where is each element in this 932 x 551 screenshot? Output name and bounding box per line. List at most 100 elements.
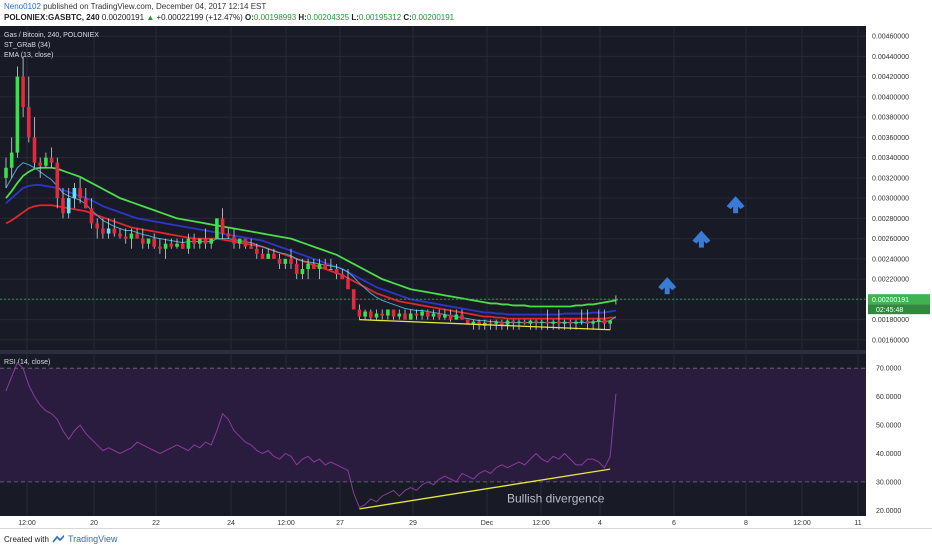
candle-down	[488, 322, 493, 324]
candle-down	[272, 253, 276, 259]
last-price: 0.00200191	[101, 13, 145, 22]
candle-down	[21, 76, 25, 107]
candle-down	[112, 228, 117, 234]
up-arrow-shape	[726, 196, 745, 210]
time-tick-label: 8	[744, 520, 748, 527]
price-trendline	[359, 318, 611, 331]
price-tick-label: 0.00280000	[872, 216, 909, 223]
candle-down	[49, 157, 54, 163]
candle-up	[306, 263, 310, 269]
rsi-legend: RSI (14, close)	[4, 359, 50, 366]
candle-up	[4, 167, 8, 178]
candle-down	[27, 107, 31, 138]
candle-down	[232, 236, 236, 244]
close-label: C:	[403, 13, 412, 22]
price-tick-label: 0.00240000	[872, 256, 909, 263]
candle-down	[89, 208, 94, 224]
tradingview-brand[interactable]: TradingView	[68, 534, 118, 544]
low-label: L:	[351, 13, 359, 22]
chart-area[interactable]: 12:00 20 22 24 12:00 27 29 Dec 12:00 4 6 8 12:00 11 0.…	[0, 26, 932, 528]
candle-up	[329, 269, 333, 270]
candle-down	[346, 279, 350, 290]
rsi-tick-label: 30.0000	[876, 479, 901, 486]
candle-down	[255, 248, 259, 254]
candle-up	[266, 253, 270, 259]
ema-green-line	[5, 166, 617, 308]
candle-up	[146, 238, 151, 244]
rsi-tick-label: 70.0000	[876, 366, 901, 373]
up-arrow-shaft	[664, 284, 670, 295]
candle-up	[129, 233, 134, 239]
price-change: +0.00022199 (+12.47%)	[156, 13, 243, 22]
candle-up	[66, 198, 71, 214]
price-tick-label: 0.00220000	[872, 277, 909, 284]
time-tick-label: 12:00	[18, 520, 36, 527]
time-tick-label: 22	[152, 520, 160, 527]
candle-down	[243, 238, 248, 247]
rsi-band-fill	[0, 368, 866, 482]
time-tick-label: 20	[90, 520, 98, 527]
tradingview-logo-icon	[52, 534, 64, 543]
price-tick-label: 0.00340000	[872, 155, 909, 162]
candle-down	[500, 321, 504, 325]
candle-down	[169, 243, 174, 247]
candle-down	[123, 236, 128, 239]
time-tick-label: 24	[227, 520, 235, 527]
candle-down	[289, 258, 293, 264]
candle-up	[408, 313, 413, 320]
candle-down	[414, 313, 419, 316]
price-tick-label: 0.00460000	[872, 34, 909, 41]
candle-down	[460, 314, 464, 320]
price-legend-item: EMA (13, close)	[4, 52, 53, 59]
candle-down	[465, 319, 470, 324]
time-axis-panel	[0, 516, 866, 528]
candle-down	[312, 263, 316, 269]
candle-up	[237, 238, 242, 244]
rsi-tick-label: 20.0000	[876, 508, 901, 515]
candle-up	[597, 319, 601, 322]
time-tick-label: 12:00	[532, 520, 550, 527]
candle-up	[505, 320, 510, 325]
price-tick-label: 0.00300000	[872, 196, 909, 203]
candle-up	[397, 313, 402, 317]
open-label: O:	[245, 13, 254, 22]
candle-up	[209, 238, 213, 244]
high-label: H:	[298, 13, 307, 22]
price-tick-label: 0.00360000	[872, 135, 909, 142]
candle-down	[323, 263, 327, 269]
candle-down	[545, 321, 550, 324]
candle-up	[443, 314, 447, 318]
candle-down	[32, 137, 37, 163]
candle-down	[78, 188, 82, 199]
author-link[interactable]: Neno0102	[4, 2, 41, 11]
candle-down	[55, 162, 60, 199]
time-tick-label: 27	[336, 520, 344, 527]
candle-up	[72, 188, 77, 199]
candle-down	[249, 246, 253, 249]
candle-down	[511, 320, 516, 323]
price-tick-label: 0.00440000	[872, 54, 909, 61]
candle-up	[540, 321, 544, 323]
price-tick-label: 0.00400000	[872, 94, 909, 101]
candle-down	[260, 253, 265, 259]
candle-up	[15, 76, 20, 153]
candle-down	[95, 223, 99, 229]
time-tick-label: 4	[598, 520, 602, 527]
candle-down	[38, 162, 42, 166]
open-value: 0.00198993	[253, 13, 297, 22]
rsi-trendline	[359, 468, 611, 510]
time-tick-label: 12:00	[793, 520, 811, 527]
candle-up	[363, 311, 367, 317]
candle-down	[357, 309, 362, 317]
price-legend-item: ST_GRaB (34)	[4, 42, 50, 49]
candle-down	[380, 313, 384, 316]
pane-separator	[0, 350, 866, 354]
candle-down	[437, 313, 441, 318]
candle-up	[574, 321, 578, 324]
price-tick-label: 0.00260000	[872, 236, 909, 243]
candle-up	[300, 269, 305, 275]
high-value: 0.00204325	[306, 13, 350, 22]
price-legend-item: Gas / Bitcoin, 240, POLONIEX	[4, 32, 99, 39]
candle-down	[277, 258, 282, 264]
candle-up	[175, 243, 179, 247]
